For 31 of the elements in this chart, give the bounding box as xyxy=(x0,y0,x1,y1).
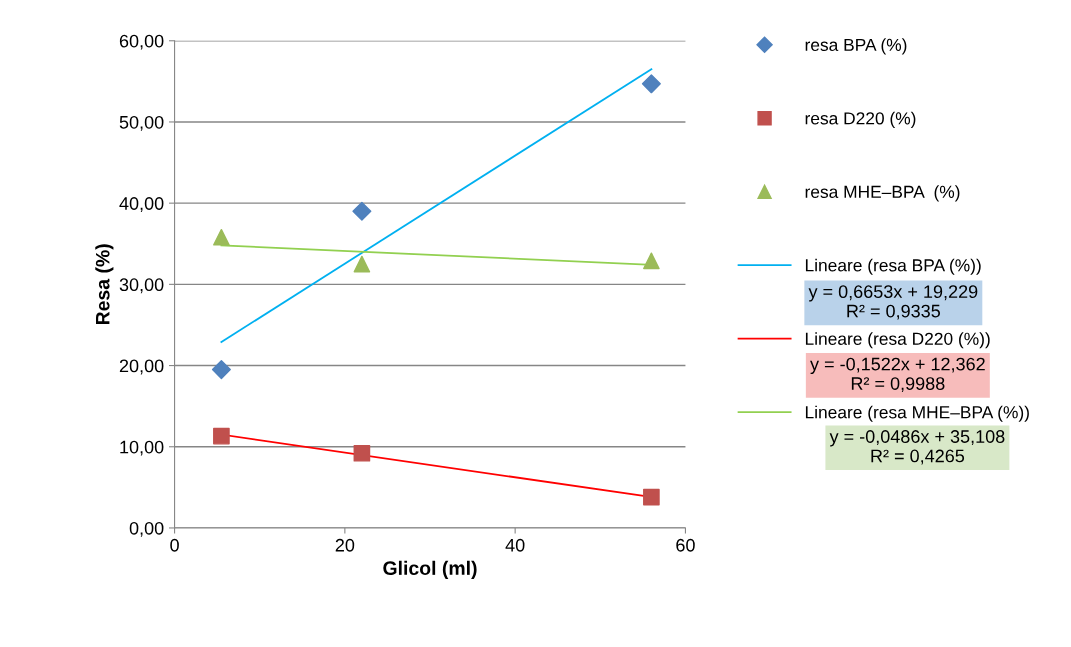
legend-label: Lineare (resa MHE–BPA (%)) xyxy=(805,405,1029,422)
x-axis-title: Glicol (ml) xyxy=(383,560,477,579)
legend-label: Lineare (resa D220 (%)) xyxy=(805,332,990,349)
x-tick-label: 40 xyxy=(505,538,525,552)
point xyxy=(353,255,371,273)
legend-label: resa MHE–BPA (%) xyxy=(805,185,960,202)
point xyxy=(352,201,372,221)
y-tick-label: 50,00 xyxy=(119,115,164,131)
point xyxy=(213,427,230,445)
y-tick-label: 20,00 xyxy=(119,359,164,375)
text: y = -0,1522x + 12,362 R² = 0,9988 xyxy=(810,357,985,393)
point xyxy=(353,444,371,462)
text: y = 0,6653x + 19,229 R² = 0,9335 xyxy=(808,285,978,320)
x-tick-label: 60 xyxy=(676,538,695,552)
y-tick-label: 0,00 xyxy=(129,521,164,537)
legend-label: resa BPA (%) xyxy=(805,38,907,55)
y-tick-label: 30,00 xyxy=(119,278,164,294)
point xyxy=(643,252,660,270)
y-tick-label: 40,00 xyxy=(119,197,164,213)
y-axis-title: Resa (%) xyxy=(95,244,114,325)
x-tick-label: 0 xyxy=(170,538,179,552)
point xyxy=(213,228,230,246)
legend-label: resa D220 (%) xyxy=(805,111,916,128)
legend-label: Lineare (resa BPA (%)) xyxy=(805,258,981,275)
point xyxy=(211,360,231,380)
y-tick-label: 10,00 xyxy=(120,440,164,456)
point xyxy=(643,488,660,506)
x-tick-label: 20 xyxy=(335,538,355,552)
point xyxy=(641,74,661,94)
text: y = -0,0486x + 35,108 R² = 0,4265 xyxy=(829,430,1005,465)
y-tick-label: 60,00 xyxy=(119,34,164,50)
